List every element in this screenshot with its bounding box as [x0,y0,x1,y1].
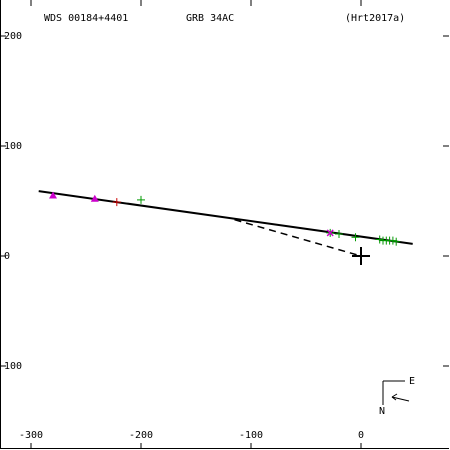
axis-tick-labels: -300 -200 -100 0 200 100 0 100 [4,31,364,441]
y-tick-label: 0 [4,251,10,262]
y-tick-label: 100 [4,141,22,152]
plus-point [112,198,121,207]
x-tick-label: -200 [129,430,153,441]
y-tick-label: 200 [4,31,22,42]
plus-point [392,237,401,246]
header-reference: (Hrt2017a) [345,13,405,24]
plus-point [375,235,384,244]
plus-point [351,233,360,242]
plus-point [137,195,145,204]
orbit-lines [38,190,413,257]
left-arrow-icon [391,393,410,402]
plus-point [335,230,343,238]
triangle-point [90,194,99,202]
compass-north-label: N [379,406,385,417]
cross-point [326,229,334,237]
orbit-line [38,190,413,245]
y-tick-label: 100 [4,361,22,372]
plus-point [388,236,397,245]
triangle-point [49,191,57,199]
compass: E N [379,376,415,417]
x-tick-label: 0 [358,430,364,441]
periastron-dashed-line [234,218,362,257]
x-tick-label: -300 [19,430,43,441]
compass-east-label: E [409,376,415,387]
cross-b [326,229,334,237]
header-wds-id: WDS 00184+4401 [44,13,128,24]
x-tick-label: -100 [239,430,263,441]
header-discoverer: GRB 34AC [186,13,234,24]
primary-star-marker [352,247,370,265]
observation-marks [49,191,401,246]
